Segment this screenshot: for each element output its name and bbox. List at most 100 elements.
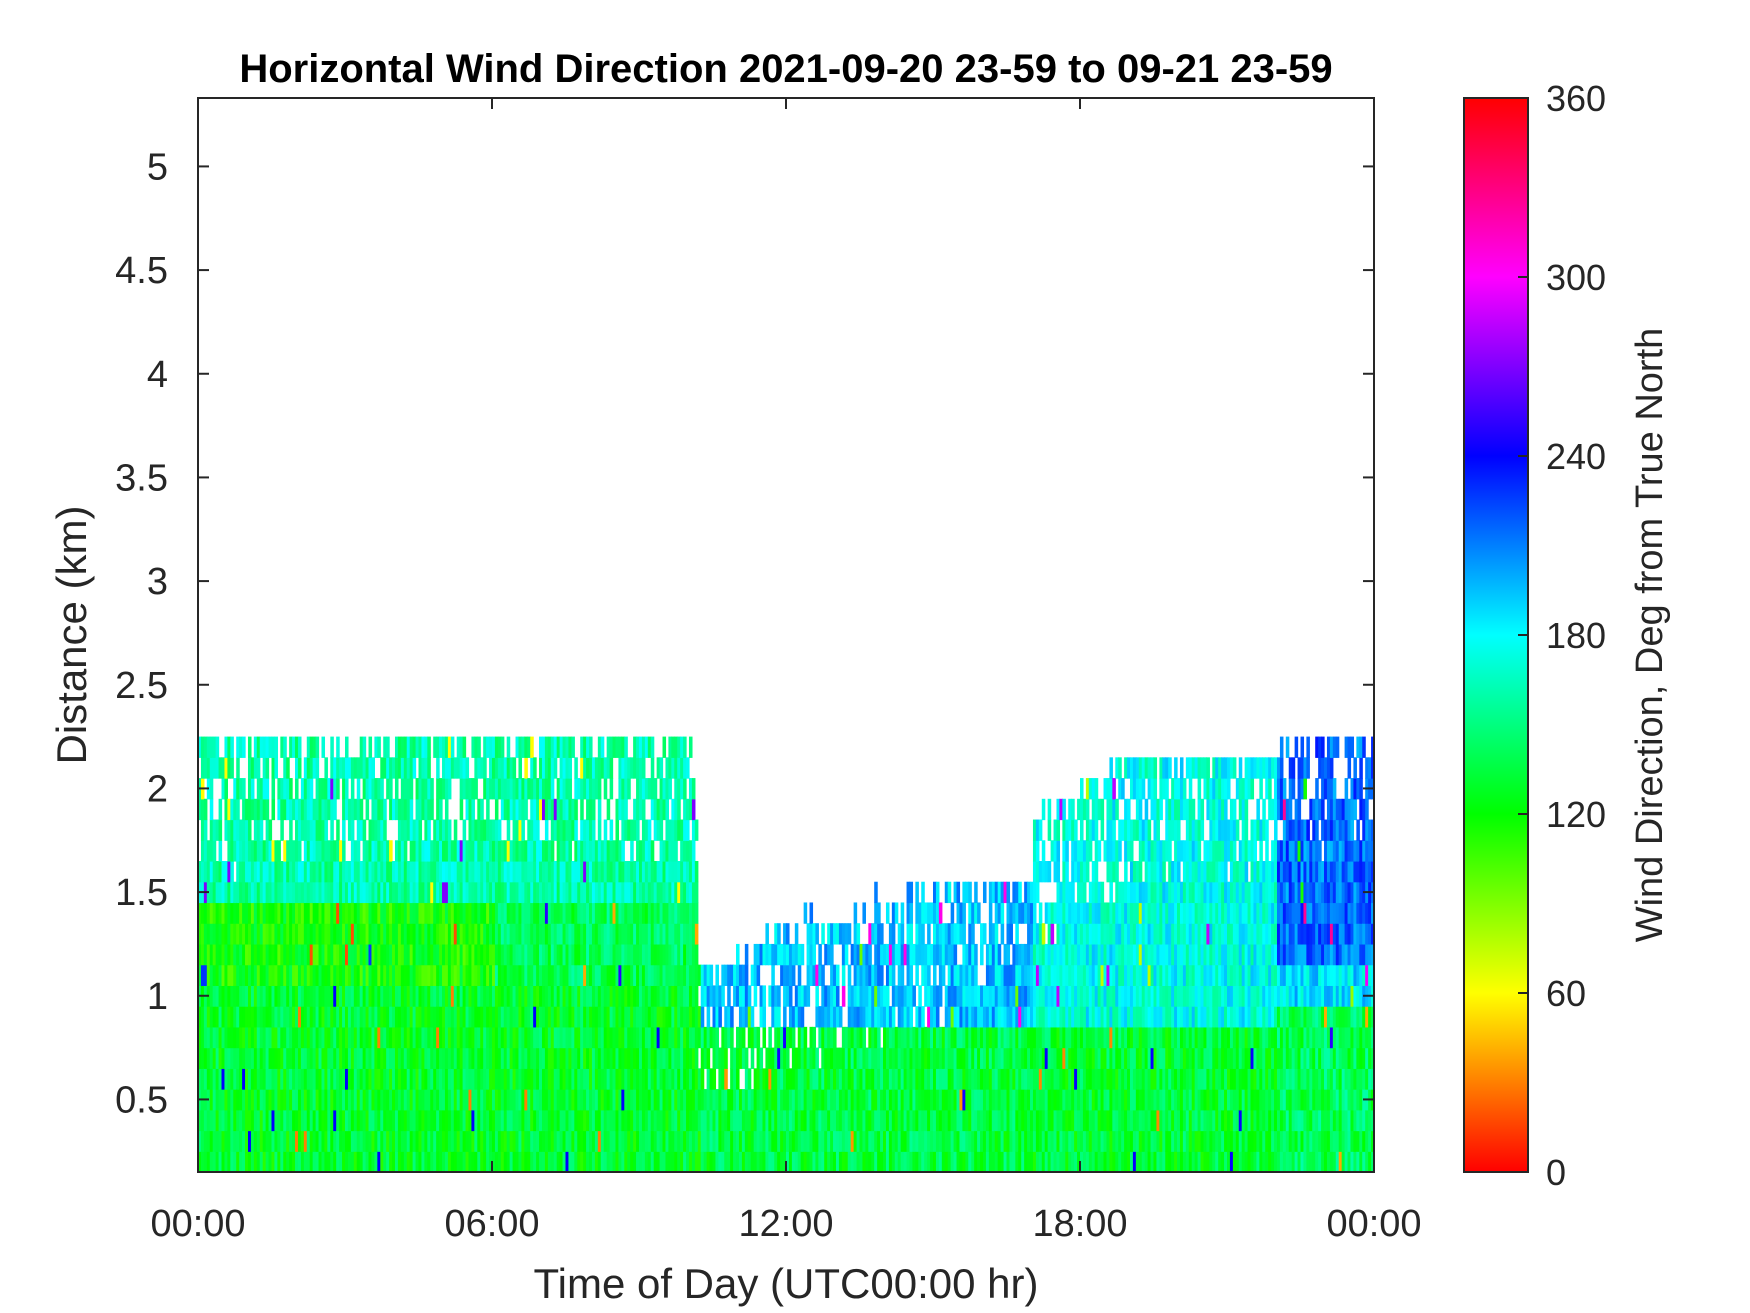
heatmap-cell — [1085, 1006, 1090, 1028]
heatmap-cell — [327, 985, 331, 1007]
heatmap-cell — [539, 861, 543, 883]
heatmap-cell — [1032, 985, 1037, 1007]
heatmap-cell — [200, 861, 205, 883]
heatmap-cell — [885, 964, 890, 986]
heatmap-cell — [1056, 1047, 1061, 1069]
heatmap-cell — [865, 1006, 869, 1028]
heatmap-cell — [591, 923, 596, 945]
heatmap-cell — [433, 1006, 437, 1028]
heatmap-cell — [933, 881, 937, 904]
heatmap-cell — [659, 943, 664, 966]
heatmap-cell — [380, 1089, 384, 1111]
heatmap-cell — [280, 881, 284, 904]
heatmap-cell — [462, 985, 467, 1007]
heatmap-cell — [492, 861, 496, 883]
heatmap-cell — [403, 736, 408, 758]
heatmap-cell — [412, 757, 417, 779]
heatmap-cell — [489, 757, 493, 779]
heatmap-cell — [518, 819, 522, 841]
heatmap-cell — [236, 840, 240, 862]
heatmap-cell — [456, 1151, 461, 1172]
heatmap-cell — [327, 1151, 331, 1172]
heatmap-cell — [1000, 1026, 1005, 1049]
heatmap-cell — [647, 819, 652, 841]
heatmap-cell — [527, 1068, 531, 1090]
heatmap-cell — [665, 757, 669, 779]
heatmap-cell — [647, 840, 652, 862]
heatmap-cell — [506, 1130, 511, 1152]
heatmap-cell — [833, 1068, 837, 1090]
heatmap-cell — [712, 1089, 717, 1111]
heatmap-cell — [571, 861, 575, 883]
heatmap-cell — [515, 923, 520, 945]
heatmap-cell — [824, 1151, 828, 1172]
heatmap-cell — [783, 1109, 787, 1132]
heatmap-cell — [1062, 1089, 1066, 1111]
heatmap-cell — [406, 943, 411, 966]
heatmap-cell — [921, 1130, 925, 1152]
heatmap-cell — [303, 1130, 308, 1152]
heatmap-cell — [512, 1109, 517, 1132]
heatmap-cell — [962, 1130, 966, 1152]
heatmap-cell — [794, 943, 799, 966]
heatmap-cell — [980, 1006, 984, 1028]
heatmap-cell — [877, 1089, 881, 1111]
heatmap-cell — [603, 943, 608, 966]
heatmap-cell — [900, 1109, 905, 1132]
heatmap-cell — [850, 1109, 855, 1132]
heatmap-cell — [574, 1109, 578, 1132]
heatmap-cell — [530, 1006, 534, 1028]
heatmap-cell — [1077, 1068, 1081, 1090]
heatmap-cell — [392, 798, 396, 821]
heatmap-cell — [659, 881, 664, 904]
heatmap-cell — [636, 819, 640, 841]
heatmap-cell — [883, 1047, 887, 1069]
heatmap-cell — [688, 923, 693, 945]
heatmap-cell — [668, 923, 672, 945]
heatmap-cell — [347, 861, 352, 883]
heatmap-cell — [412, 902, 417, 924]
heatmap-cell — [515, 840, 520, 862]
heatmap-cell — [371, 964, 375, 986]
heatmap-cell — [1015, 943, 1019, 966]
heatmap-cell — [965, 1026, 969, 1049]
heatmap-cell — [462, 778, 467, 800]
heatmap-cell — [347, 881, 352, 904]
heatmap-cell — [612, 1047, 617, 1069]
heatmap-cell — [615, 943, 620, 966]
heatmap-cell — [342, 923, 346, 945]
heatmap-cell — [550, 819, 555, 841]
heatmap-cell — [453, 1109, 458, 1132]
heatmap-cell — [1085, 923, 1090, 945]
heatmap-cell — [368, 1089, 373, 1111]
heatmap-cell — [868, 964, 872, 986]
heatmap-cell — [897, 1109, 902, 1132]
heatmap-cell — [444, 757, 449, 779]
heatmap-cell — [530, 757, 534, 779]
heatmap-cell — [256, 943, 261, 966]
heatmap-cell — [883, 1089, 887, 1111]
heatmap-cell — [1077, 923, 1081, 945]
heatmap-cell — [1050, 943, 1055, 966]
heatmap-cell — [292, 1151, 296, 1172]
heatmap-cell — [392, 1089, 396, 1111]
heatmap-cell — [336, 778, 340, 800]
heatmap-cell — [233, 1047, 237, 1069]
heatmap-cell — [333, 943, 337, 966]
heatmap-cell — [539, 1006, 543, 1028]
heatmap-cell — [888, 923, 893, 945]
heatmap-cell — [527, 943, 531, 966]
heatmap-cell — [321, 902, 326, 924]
heatmap-cell — [512, 923, 517, 945]
heatmap-cell — [303, 923, 308, 945]
heatmap-cell — [265, 1109, 270, 1132]
heatmap-cell — [633, 798, 637, 821]
heatmap-cell — [871, 1151, 875, 1172]
heatmap-cell — [1091, 1151, 1096, 1172]
heatmap-cell — [627, 902, 631, 924]
heatmap-cell — [286, 861, 290, 883]
heatmap-cell — [600, 736, 605, 758]
heatmap-cell — [944, 985, 949, 1007]
heatmap-cell — [991, 1130, 996, 1152]
heatmap-cell — [494, 778, 499, 800]
